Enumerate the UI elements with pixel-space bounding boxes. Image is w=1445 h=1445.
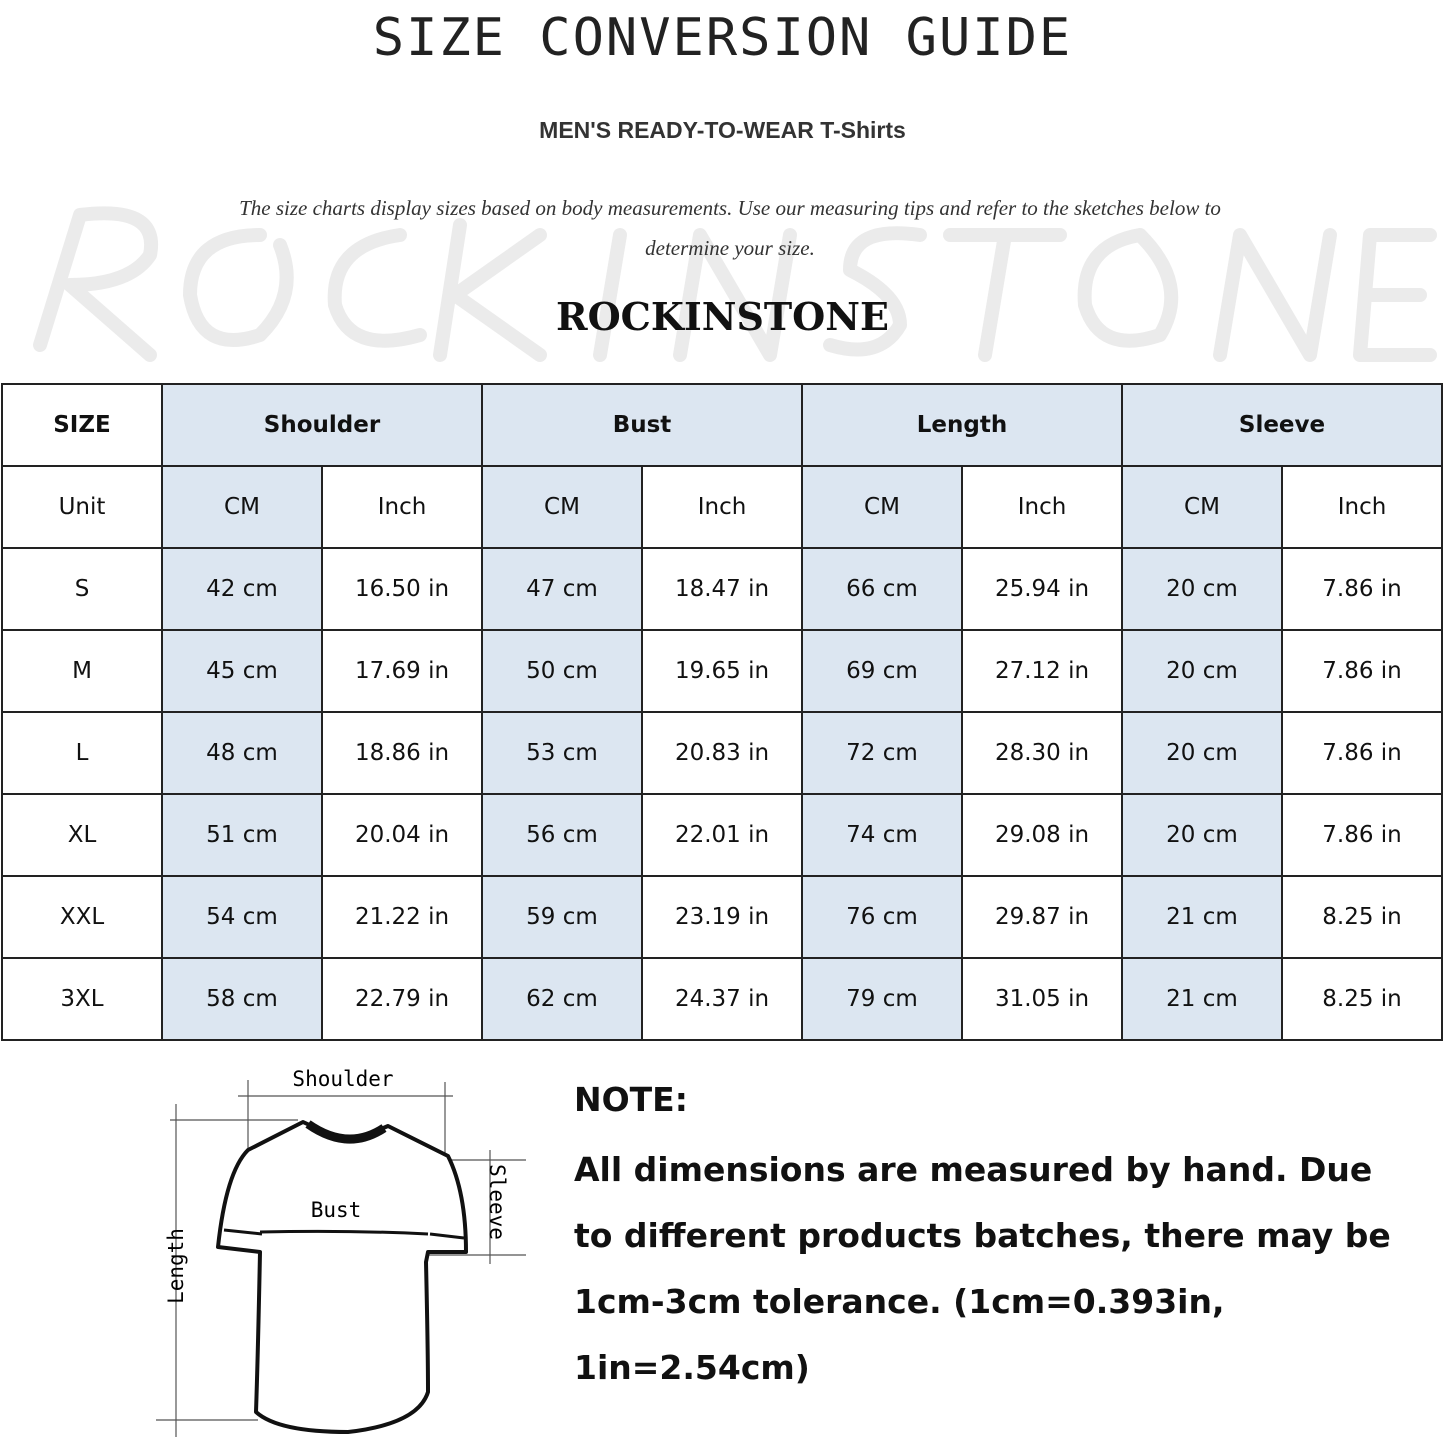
size-cell: L	[1, 711, 163, 795]
value-cell: 20 cm	[1121, 793, 1283, 877]
size-table: SIZE Shoulder Bust Length Sleeve Unit CM Inch CM…	[1, 383, 1443, 1041]
value-cell: 20 cm	[1121, 547, 1283, 631]
size-cell: XXL	[1, 875, 163, 959]
description: The size charts display sizes based on b…	[239, 196, 1221, 260]
brand-name: ROCKINSTONE	[556, 294, 889, 339]
value-cell: 20 cm	[1121, 629, 1283, 713]
unit-header: Inch	[1281, 465, 1443, 549]
value-cell: 25.94 in	[961, 547, 1123, 631]
size-cell: M	[1, 629, 163, 713]
value-cell: 48 cm	[161, 711, 323, 795]
group-header: Length	[801, 383, 1123, 467]
value-cell: 53 cm	[481, 711, 643, 795]
value-cell: 7.86 in	[1281, 547, 1443, 631]
group-header: Bust	[481, 383, 803, 467]
value-cell: 72 cm	[801, 711, 963, 795]
value-cell: 66 cm	[801, 547, 963, 631]
unit-header: CM	[801, 465, 963, 549]
value-cell: 69 cm	[801, 629, 963, 713]
note: NOTE: All dimensions are measured by han…	[574, 1080, 1414, 1401]
unit-header: CM	[481, 465, 643, 549]
diagram-label-sleeve: Sleeve	[485, 1164, 509, 1240]
value-cell: 24.37 in	[641, 957, 803, 1041]
header-row: SIZE Shoulder Bust Length Sleeve	[1, 383, 1443, 467]
group-header: Sleeve	[1121, 383, 1443, 467]
value-cell: 58 cm	[161, 957, 323, 1041]
value-cell: 21 cm	[1121, 875, 1283, 959]
table-row: S 42 cm 16.50 in 47 cm 18.47 in 66 cm 25.94 in…	[1, 547, 1443, 631]
value-cell: 42 cm	[161, 547, 323, 631]
table-row: XL 51 cm 20.04 in 56 cm 22.01 in 74 cm 29.08 i…	[1, 793, 1443, 877]
diagram-label-shoulder: Shoulder	[292, 1067, 393, 1091]
value-cell: 7.86 in	[1281, 711, 1443, 795]
value-cell: 23.19 in	[641, 875, 803, 959]
value-cell: 20 cm	[1121, 711, 1283, 795]
value-cell: 7.86 in	[1281, 629, 1443, 713]
measure-lines	[156, 1080, 526, 1437]
value-cell: 79 cm	[801, 957, 963, 1041]
note-title: NOTE:	[574, 1080, 688, 1119]
unit-header: Inch	[641, 465, 803, 549]
value-cell: 18.47 in	[641, 547, 803, 631]
tshirt-measurement-diagram: Shoulder Bust Sleeve Length	[156, 1067, 526, 1437]
value-cell: 29.08 in	[961, 793, 1123, 877]
value-cell: 21.22 in	[321, 875, 483, 959]
value-cell: 47 cm	[481, 547, 643, 631]
value-cell: 62 cm	[481, 957, 643, 1041]
value-cell: 17.69 in	[321, 629, 483, 713]
value-cell: 8.25 in	[1281, 957, 1443, 1041]
unit-label: Unit	[1, 465, 163, 549]
value-cell: 16.50 in	[321, 547, 483, 631]
diagram-label-length: Length	[164, 1228, 188, 1304]
watermark-logo	[33, 206, 1437, 362]
size-cell: S	[1, 547, 163, 631]
unit-header: CM	[1121, 465, 1283, 549]
subtitle: MEN'S READY-TO-WEAR T-Shirts	[539, 117, 906, 143]
value-cell: 22.01 in	[641, 793, 803, 877]
unit-header: Inch	[961, 465, 1123, 549]
value-cell: 7.86 in	[1281, 793, 1443, 877]
value-cell: 56 cm	[481, 793, 643, 877]
value-cell: 20.83 in	[641, 711, 803, 795]
value-cell: 76 cm	[801, 875, 963, 959]
size-cell: 3XL	[1, 957, 163, 1041]
unit-header: Inch	[321, 465, 483, 549]
value-cell: 28.30 in	[961, 711, 1123, 795]
table-row: XXL 54 cm 21.22 in 59 cm 23.19 in 76 cm 29.87 …	[1, 875, 1443, 959]
value-cell: 20.04 in	[321, 793, 483, 877]
page-title: SIZE CONVERSION GUIDE	[372, 8, 1073, 68]
value-cell: 50 cm	[481, 629, 643, 713]
table-row: L 48 cm 18.86 in 53 cm 20.83 in 72 cm 28.30 in…	[1, 711, 1443, 795]
value-cell: 21 cm	[1121, 957, 1283, 1041]
value-cell: 18.86 in	[321, 711, 483, 795]
value-cell: 51 cm	[161, 793, 323, 877]
value-cell: 8.25 in	[1281, 875, 1443, 959]
value-cell: 19.65 in	[641, 629, 803, 713]
table-row: 3XL 58 cm 22.79 in 62 cm 24.37 in 79 cm 31.05 …	[1, 957, 1443, 1041]
value-cell: 27.12 in	[961, 629, 1123, 713]
value-cell: 54 cm	[161, 875, 323, 959]
group-header: Shoulder	[161, 383, 483, 467]
size-cell: XL	[1, 793, 163, 877]
value-cell: 45 cm	[161, 629, 323, 713]
unit-header: CM	[161, 465, 323, 549]
value-cell: 22.79 in	[321, 957, 483, 1041]
value-cell: 29.87 in	[961, 875, 1123, 959]
unit-row: Unit CM Inch CM Inch CM Inch CM Inch	[1, 465, 1443, 549]
value-cell: 31.05 in	[961, 957, 1123, 1041]
table-row: M 45 cm 17.69 in 50 cm 19.65 in 69 cm 27.12 in…	[1, 629, 1443, 713]
note-body: All dimensions are measured by hand. Due…	[574, 1150, 1391, 1387]
value-cell: 59 cm	[481, 875, 643, 959]
diagram-label-bust: Bust	[311, 1198, 362, 1222]
size-header: SIZE	[1, 383, 163, 467]
value-cell: 74 cm	[801, 793, 963, 877]
